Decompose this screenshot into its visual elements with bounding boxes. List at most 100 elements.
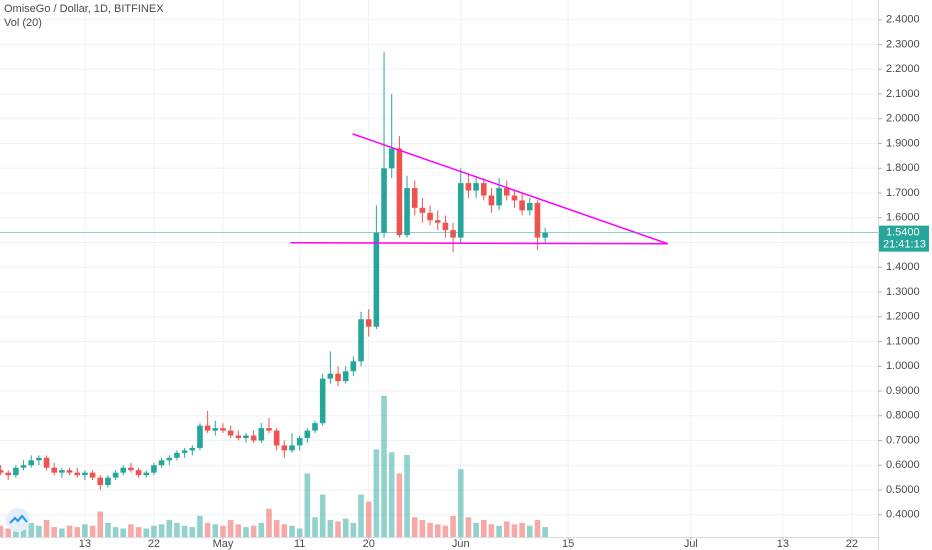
candle-body [465,183,472,191]
candle-body [296,438,303,446]
chart-title: OmiseGo / Dollar, 1D, BITFINEX [4,3,164,15]
volume-bar [434,524,441,537]
volume-bar [97,511,104,537]
volume-bar [227,520,234,537]
volume-bar [281,524,288,537]
x-tick-label: 13 [79,538,91,550]
x-tick-label: 13 [777,538,789,550]
volume-bar [296,528,303,537]
volume-bar [135,527,142,537]
volume-bar [51,527,58,537]
volume-bar [43,520,50,537]
volume-bar [312,517,318,537]
candle-body [312,423,318,431]
y-tick-label: 1.9000 [886,137,920,149]
volume-bar [258,522,265,537]
x-tick-label: 20 [363,538,375,550]
candle-body [258,428,265,441]
y-tick-label: 2.2000 [886,63,920,75]
candle-body [112,472,119,478]
y-tick-label: 0.9000 [886,385,920,397]
x-tick-label: 11 [294,538,305,550]
candle-body [281,445,288,451]
candle-body [51,467,58,473]
volume-bar [28,522,35,537]
volume-bar [128,524,134,537]
candle-body [151,465,157,473]
volume-bar [381,395,387,537]
candle-body [511,195,518,201]
volume-bar [197,515,203,537]
volume-label: Vol (20) [4,17,42,29]
candle-body [28,460,35,466]
volume-bar [0,525,4,537]
candle-body [13,467,19,476]
volume-bar [473,522,479,537]
candle-body [419,207,426,213]
volume-bar [365,501,372,537]
candle-body [358,319,364,362]
volume-bar [327,520,334,537]
trendline [290,242,668,245]
volume-bar [442,525,449,537]
y-tick-label: 0.5000 [886,484,920,496]
volume-layer [0,395,548,537]
candle-body [427,212,433,221]
volume-bar [496,525,502,537]
volume-bar [411,517,418,537]
volume-bar [319,494,326,537]
axes: 0.4000 0.5000 0.6000 0.7000 0.8000 0.9000 1.00… [79,14,929,550]
volume-bar [266,508,272,537]
candle-body [457,183,464,238]
candle-body [82,472,88,476]
y-tick-label: 1.4000 [886,261,920,273]
x-tick-label: Jul [684,538,698,550]
volume-bar [59,528,65,537]
volume-bar [143,528,150,537]
candle-body [235,435,242,439]
y-tick-label: 1.2000 [886,311,920,323]
last-price-box [879,225,929,252]
candle-body [496,188,502,206]
candle-body [212,428,219,431]
candle-body [534,202,541,238]
candle-body [373,232,380,327]
logo[interactable] [6,508,30,532]
volume-bar [335,521,341,537]
volume-bar [511,524,518,537]
y-tick-label: 2.3000 [886,38,920,50]
volume-bar [105,522,111,537]
y-tick-label: 1.3000 [886,286,920,298]
volume-bar [120,528,127,537]
candle-body [243,435,249,439]
candle-body [526,202,533,211]
candle-body [434,220,441,223]
candle-body [335,373,341,382]
y-tick-label: 1.1000 [886,335,920,347]
volume-bar [304,473,311,537]
candle-body [304,430,311,439]
y-tick-label: 0.6000 [886,459,920,471]
volume-bar [174,522,180,537]
y-tick-label: 1.0000 [886,360,920,372]
volume-bar [66,525,73,537]
y-tick-label: 1.8000 [886,162,920,174]
y-tick-label: 2.4000 [886,14,920,26]
volume-bar [373,449,380,537]
candle-body [181,450,188,453]
candle-body [174,452,180,458]
candle-body [20,465,27,468]
candle-body [388,148,395,169]
volume-bar [358,494,364,537]
candle-body [519,200,525,211]
candle-body [158,460,165,466]
y-tick-label: 0.8000 [886,410,920,422]
volume-bar [526,525,533,537]
candle-body [128,467,134,471]
candle-body [204,425,211,431]
candle-body [327,373,334,379]
logo-icon[interactable] [9,514,28,524]
candle-body [473,183,479,191]
volume-bar [457,469,464,537]
